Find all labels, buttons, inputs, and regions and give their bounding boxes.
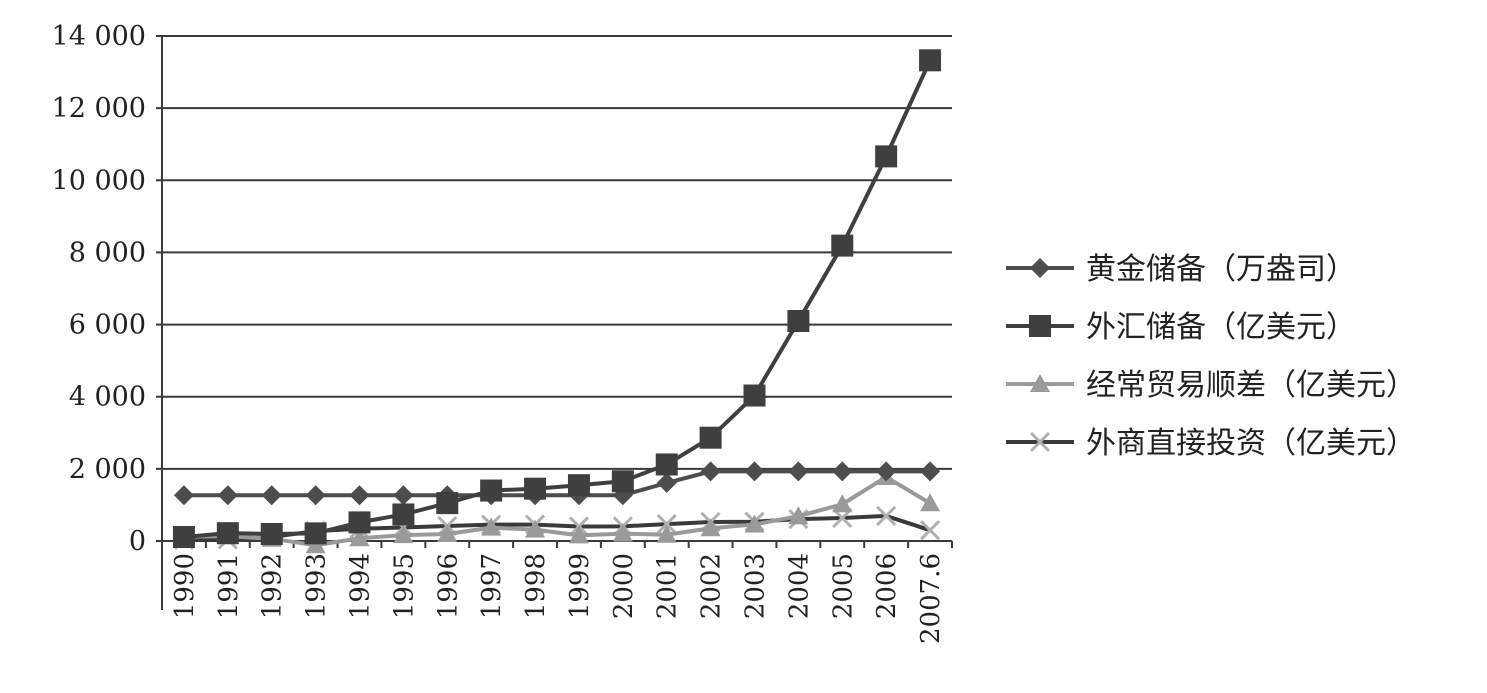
y-tick-label: 8 000 [69,237,146,268]
data-point-diamond [349,485,370,506]
y-tick-label: 2 000 [69,454,146,485]
data-point-square [1029,315,1051,337]
x-tick-label: 1992 [258,553,288,619]
legend-item: 外商直接投资（亿美元） [1006,426,1416,461]
x-tick-label: 1993 [302,553,332,619]
x-tick-label: 1991 [214,553,244,619]
data-point-diamond [217,485,238,506]
data-point-diamond [656,472,677,493]
x-tick-label: 1990 [170,553,200,619]
data-point-square [172,525,195,548]
data-point-square [260,523,283,546]
x-tick-label: 1994 [346,553,376,619]
data-point-square [304,522,327,545]
data-point-square [831,234,854,257]
data-point-triangle [832,494,853,513]
x-tick-label: 1998 [521,553,551,619]
data-point-square [919,49,942,72]
data-point-square [480,479,503,502]
data-point-triangle [481,517,502,536]
data-point-square [392,503,415,526]
data-point-triangle [437,523,458,542]
legend-item: 黄金储备（万盎司） [1006,252,1356,287]
x-tick-label: 2001 [653,553,683,619]
data-point-diamond [261,485,282,506]
x-tick-label: 1996 [433,553,463,619]
data-point-diamond [393,485,414,506]
data-point-x [1029,431,1051,453]
data-point-square [875,145,898,168]
data-point-triangle [568,525,589,544]
data-point-triangle [612,523,633,542]
data-point-square [611,470,634,493]
data-point-triangle [744,514,765,533]
x-tick-label: 1995 [389,553,419,619]
x-tick-label: 1997 [477,553,507,619]
data-point-square [655,453,678,476]
y-tick-label: 0 [129,526,146,557]
legend-item: 经常贸易顺差（亿美元） [1006,368,1416,403]
y-tick-label: 4 000 [69,382,146,413]
x-tick-label: 2007.6 [916,553,946,644]
data-point-triangle [788,506,809,525]
x-tick-label: 2002 [697,553,727,619]
x-tick-label: 2003 [741,553,771,619]
series-line [183,513,931,542]
data-point-square [348,511,371,534]
data-point-square [216,522,239,545]
data-point-diamond [305,485,326,506]
data-point-diamond [700,461,721,482]
data-point-square [743,384,766,407]
legend: 黄金储备（万盎司） 外汇储备（亿美元） 经常贸易顺差（亿美元） 外商直接投资（亿美元） [1006,252,1416,461]
data-point-triangle [700,518,721,537]
data-point-diamond [832,461,853,482]
series-1 [172,49,942,548]
data-point-triangle [656,524,677,543]
legend-label: 黄金储备（万盎司） [1086,252,1356,287]
data-point-square [787,310,810,333]
y-tick-label: 6 000 [69,310,146,341]
data-point-x-stroke [1029,431,1051,453]
data-point-diamond [920,461,941,482]
series-line [183,469,931,498]
series-layer [172,49,942,554]
data-point-x-stroke [656,514,677,535]
data-point-diamond [788,461,809,482]
data-point-x-stroke [876,505,897,526]
series-line [183,59,932,539]
x-tick-label: 2006 [872,553,902,619]
legend-label: 外汇储备（亿美元） [1086,310,1356,345]
y-tick-label: 14 000 [52,21,146,52]
grid-layer [162,35,952,470]
data-point-triangle [349,528,370,547]
data-point-diamond [876,461,897,482]
data-point-square [699,426,722,449]
data-point-x [656,514,677,535]
data-point-x [919,520,941,541]
legend-label: 经常贸易顺差（亿美元） [1086,368,1416,403]
y-tick-label: 10 000 [52,165,146,196]
data-point-square [524,477,547,500]
data-point-triangle [393,525,414,544]
data-point-square [436,492,459,515]
legend-label: 外商直接投资（亿美元） [1086,426,1416,461]
x-tick-label: 2004 [784,553,814,619]
x-tick-label: 1999 [565,553,595,619]
data-point-triangle [920,493,941,512]
x-tick-label: 2000 [609,553,639,619]
data-point-triangle [525,519,546,538]
axes-layer: 0 2 000 4 000 6 000 8 000 10 000 12 000 14 000 1… [52,21,953,644]
data-point-square [567,474,590,497]
x-tick-label: 2005 [828,553,858,619]
data-point-triangle [1030,374,1050,392]
data-point-diamond [1030,258,1050,278]
data-point-diamond [173,485,194,506]
data-point-x [876,505,897,526]
data-point-diamond [744,461,765,482]
y-tick-label: 12 000 [52,93,146,124]
data-point-x-stroke [919,520,941,541]
legend-item: 外汇储备（亿美元） [1006,310,1356,345]
